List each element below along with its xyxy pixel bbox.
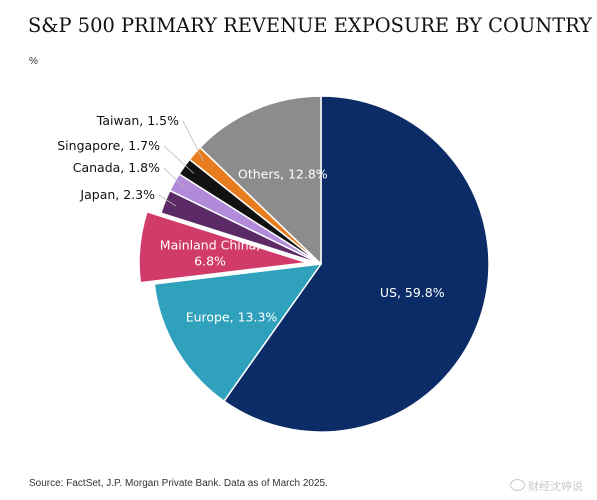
pie-slice-us — [223, 95, 490, 433]
pie-slice-europe — [153, 263, 322, 402]
weibo-icon — [510, 479, 525, 491]
slice-label-others: Others, 12.8% — [238, 166, 328, 181]
slice-labels: US, 59.8% Europe, 13.3% Mainland China, 6.8… — [57, 113, 445, 324]
slice-label-canada: Canada, 1.8% — [73, 160, 160, 175]
leader-lines — [158, 120, 204, 207]
watermark: 财经沈婷说 — [510, 478, 583, 494]
slice-label-taiwan: Taiwan, 1.5% — [96, 113, 179, 128]
pie-slices — [138, 95, 490, 433]
leader-line-japan — [158, 194, 177, 207]
chart-title: S&P 500 PRIMARY REVENUE EXPOSURE BY COUN… — [28, 13, 592, 37]
slice-label-japan: Japan, 2.3% — [79, 187, 155, 202]
slice-label-europe: Europe, 13.3% — [186, 309, 278, 324]
slice-label-us: US, 59.8% — [380, 285, 445, 300]
source-note: Source: FactSet, J.P. Morgan Private Ban… — [29, 478, 328, 489]
leader-line-canada — [163, 167, 185, 189]
leader-line-singapore — [163, 145, 195, 174]
chart-unit: % — [29, 56, 38, 67]
slice-label-singapore: Singapore, 1.7% — [57, 138, 160, 153]
pie-slice-mainland-china — [138, 211, 308, 284]
watermark-text: 财经沈婷说 — [528, 480, 583, 493]
pie-slice-others — [199, 95, 322, 265]
leader-line-taiwan — [182, 120, 204, 162]
slice-label-mainland-china: Mainland China, 6.8% — [160, 238, 260, 269]
